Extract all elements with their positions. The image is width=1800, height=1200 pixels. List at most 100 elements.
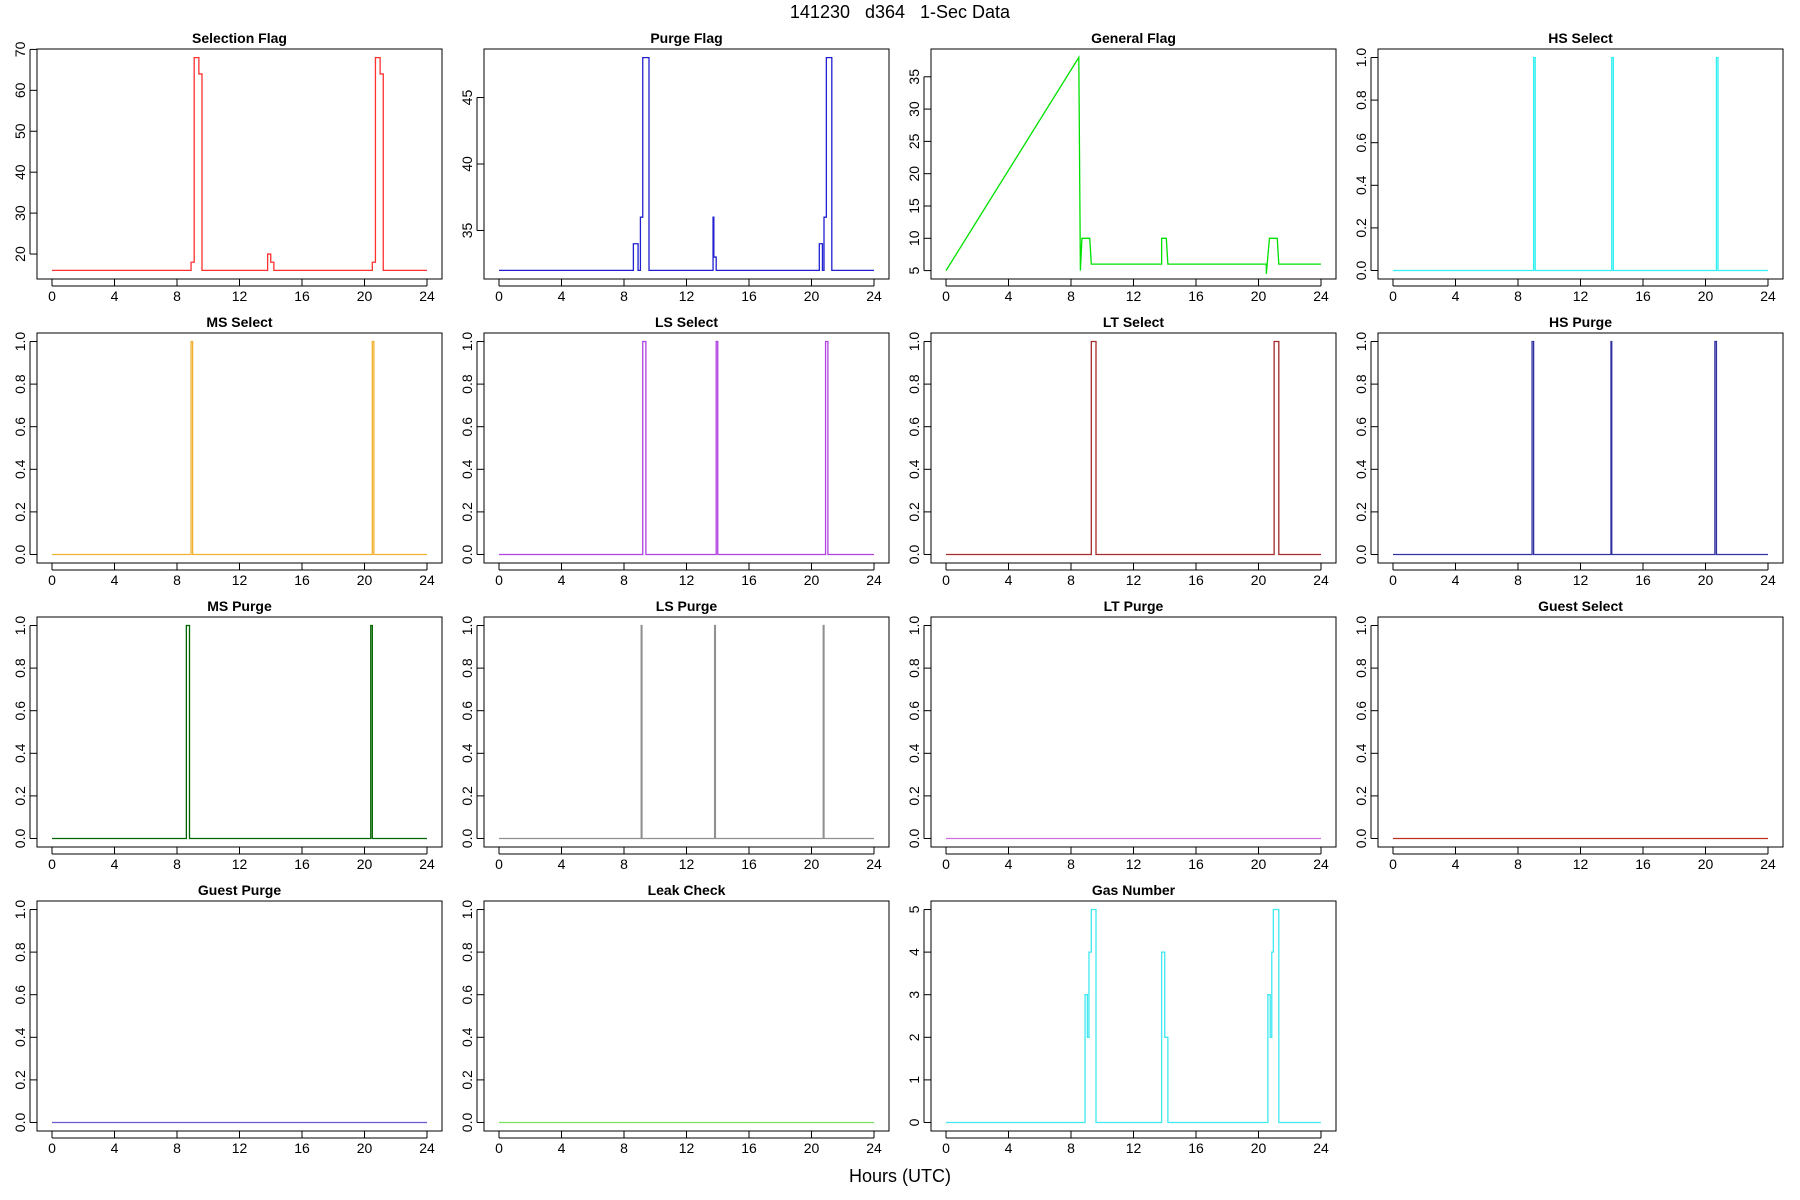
y-tick-label: 1.0 (12, 900, 28, 920)
panel-title: LS Purge (656, 598, 718, 614)
panel-title: MS Select (206, 314, 272, 330)
y-tick-label: 1 (906, 1076, 922, 1084)
x-tick-label: 0 (48, 1140, 56, 1156)
y-tick-label: 2 (906, 1033, 922, 1041)
y-tick-label: 15 (906, 198, 922, 214)
y-tick-label: 0.8 (1353, 90, 1369, 110)
x-tick-label: 4 (558, 288, 566, 304)
y-tick-label: 0.2 (906, 502, 922, 522)
x-tick-label: 8 (1067, 1140, 1075, 1156)
plot-frame (1377, 332, 1784, 564)
data-line (945, 55, 1321, 274)
x-tick-label: 16 (1188, 288, 1204, 304)
x-tick-label: 4 (1452, 572, 1460, 588)
x-tick-label: 24 (419, 288, 435, 304)
x-tick-label: 0 (942, 288, 950, 304)
y-tick-label: 0.0 (12, 1113, 28, 1133)
y-tick-label: 0.2 (12, 1070, 28, 1090)
x-tick-label: 0 (495, 856, 503, 872)
x-tick-label: 24 (1760, 288, 1776, 304)
y-tick-label: 70 (12, 41, 28, 57)
plot-frame (36, 900, 443, 1132)
x-tick-label: 24 (1313, 1140, 1329, 1156)
y-tick-label: 1.0 (12, 332, 28, 352)
x-tick-label: 8 (620, 288, 628, 304)
x-tick-label: 20 (804, 288, 820, 304)
x-tick-label: 0 (942, 856, 950, 872)
y-tick-label: 1.0 (1353, 616, 1369, 636)
x-tick-label: 24 (866, 288, 882, 304)
y-tick-label: 0.6 (1353, 417, 1369, 437)
y-tick-label: 0.4 (459, 1027, 475, 1047)
x-tick-label: 12 (1573, 856, 1589, 872)
y-tick-label: 0.2 (1353, 502, 1369, 522)
y-tick-label: 0.0 (12, 545, 28, 565)
y-tick-label: 0.8 (1353, 658, 1369, 678)
x-tick-label: 4 (1452, 856, 1460, 872)
y-tick-label: 0.2 (1353, 218, 1369, 238)
panel-title: Gas Number (1092, 882, 1176, 898)
y-tick-label: 25 (906, 133, 922, 149)
x-tick-label: 24 (1760, 572, 1776, 588)
y-tick-label: 30 (906, 101, 922, 117)
y-tick-label: 0.6 (1353, 701, 1369, 721)
x-tick-label: 16 (1635, 288, 1651, 304)
x-tick-label: 4 (1005, 572, 1013, 588)
x-tick-label: 0 (1389, 572, 1397, 588)
x-tick-label: 8 (620, 856, 628, 872)
x-tick-label: 0 (1389, 856, 1397, 872)
plot-frame (483, 616, 890, 848)
x-tick-label: 12 (1126, 288, 1142, 304)
x-tick-label: 12 (232, 856, 248, 872)
panel-title: Guest Select (1538, 598, 1623, 614)
data-line (499, 56, 874, 272)
y-tick-label: 1.0 (459, 616, 475, 636)
plot-frame (483, 48, 890, 280)
y-tick-label: 0.8 (12, 374, 28, 394)
y-tick-label: 0.4 (12, 743, 28, 763)
x-tick-label: 12 (232, 288, 248, 304)
plot-frame (483, 332, 890, 564)
panel-title: LT Purge (1104, 598, 1164, 614)
x-tick-label: 8 (1067, 572, 1075, 588)
y-tick-label: 0.4 (12, 459, 28, 479)
y-tick-label: 0.2 (459, 786, 475, 806)
x-tick-label: 12 (1573, 288, 1589, 304)
panel-title: LS Select (655, 314, 718, 330)
y-tick-label: 1.0 (1353, 332, 1369, 352)
panel-title: LT Select (1103, 314, 1165, 330)
x-tick-label: 20 (357, 572, 373, 588)
y-tick-label: 0.6 (459, 985, 475, 1005)
x-tick-label: 24 (866, 1140, 882, 1156)
y-tick-label: 60 (12, 82, 28, 98)
x-tick-label: 8 (1067, 288, 1075, 304)
x-tick-label: 20 (1251, 288, 1267, 304)
x-tick-label: 24 (866, 572, 882, 588)
y-tick-label: 0.2 (1353, 786, 1369, 806)
x-tick-label: 24 (1313, 288, 1329, 304)
data-line (52, 56, 427, 272)
panel-title: MS Purge (207, 598, 272, 614)
y-tick-label: 0.6 (12, 701, 28, 721)
x-tick-label: 12 (1126, 1140, 1142, 1156)
data-line (499, 340, 874, 556)
x-tick-label: 20 (357, 856, 373, 872)
y-tick-label: 0.6 (12, 417, 28, 437)
y-tick-label: 1.0 (906, 332, 922, 352)
x-tick-label: 8 (173, 288, 181, 304)
x-tick-label: 24 (419, 1140, 435, 1156)
y-tick-label: 0.8 (459, 942, 475, 962)
x-tick-label: 0 (942, 1140, 950, 1156)
plot-frame (1377, 616, 1784, 848)
y-tick-label: 0.4 (12, 1027, 28, 1047)
y-tick-label: 0.6 (1353, 133, 1369, 153)
x-tick-label: 12 (1126, 572, 1142, 588)
x-tick-label: 8 (1067, 856, 1075, 872)
y-tick-label: 0.4 (1353, 175, 1369, 195)
y-tick-label: 40 (459, 156, 475, 172)
y-tick-label: 1.0 (12, 616, 28, 636)
y-tick-label: 35 (459, 222, 475, 238)
y-tick-label: 40 (12, 164, 28, 180)
x-tick-label: 20 (1698, 572, 1714, 588)
figure-title: 141230 d364 1-Sec Data (790, 2, 1011, 22)
